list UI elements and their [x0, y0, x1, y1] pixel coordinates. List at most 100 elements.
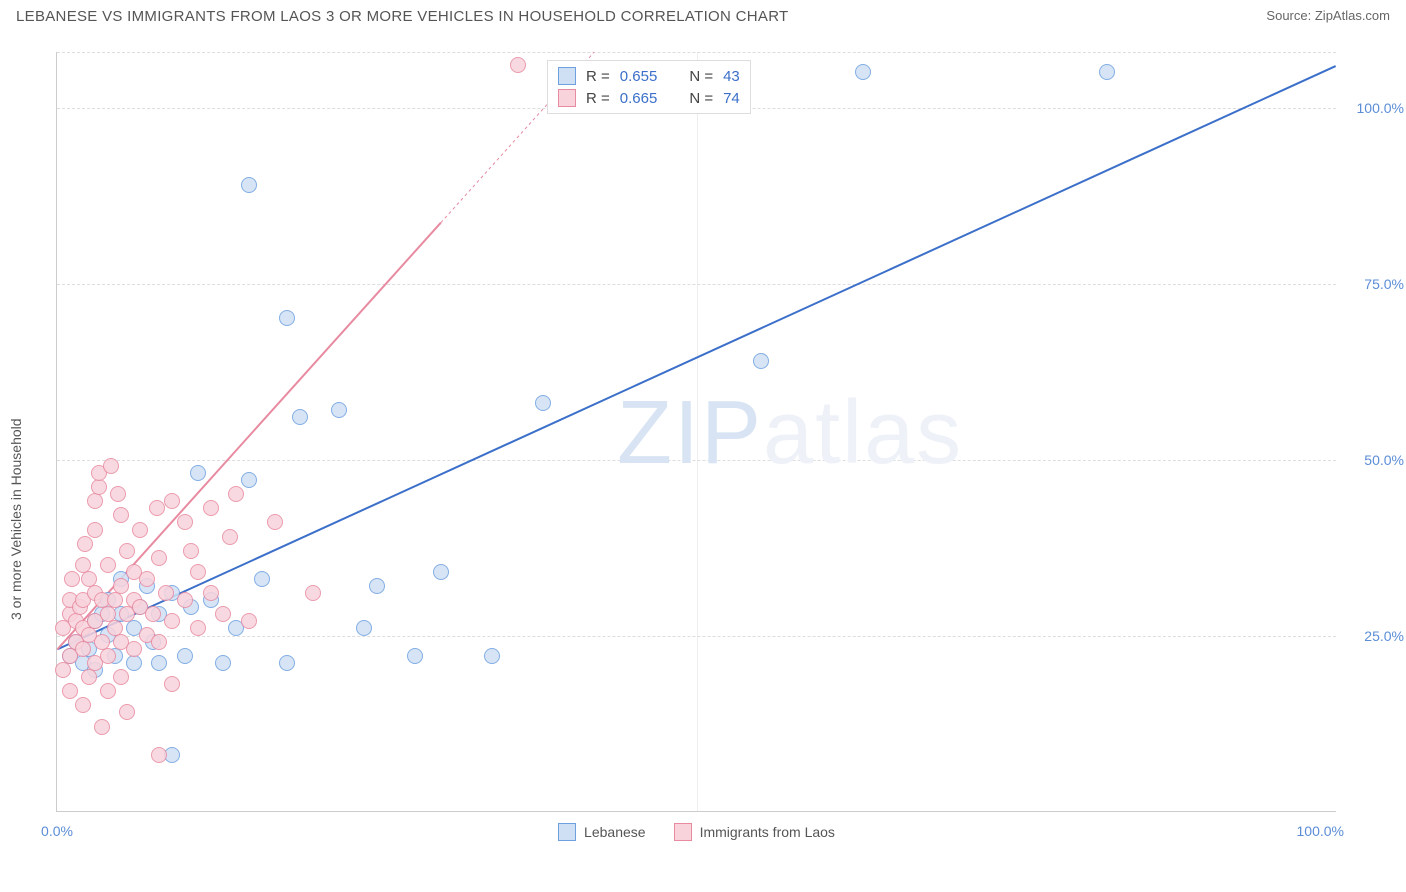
data-point — [177, 648, 193, 664]
data-point — [356, 620, 372, 636]
data-point — [158, 585, 174, 601]
legend-swatch — [558, 89, 576, 107]
data-point — [164, 676, 180, 692]
legend-r-value: 0.665 — [620, 90, 658, 107]
chart-plot-area: ZIPatlas R =0.655N =43R =0.665N =74 Leba… — [56, 52, 1336, 812]
legend-row: R = 0.665 N = 74 — [558, 87, 740, 109]
legend-r-label: R = — [586, 68, 610, 85]
data-point — [369, 578, 385, 594]
data-point — [151, 747, 167, 763]
data-point — [87, 522, 103, 538]
data-point — [164, 493, 180, 509]
data-point — [535, 395, 551, 411]
chart-title: LEBANESE VS IMMIGRANTS FROM LAOS 3 OR MO… — [16, 8, 789, 25]
legend-n-label: N = — [689, 68, 713, 85]
legend-item: Lebanese — [558, 823, 646, 841]
data-point — [305, 585, 321, 601]
data-point — [151, 550, 167, 566]
data-point — [164, 613, 180, 629]
data-point — [484, 648, 500, 664]
series-legend: Lebanese Immigrants from Laos — [57, 823, 1336, 841]
data-point — [91, 479, 107, 495]
data-point — [215, 606, 231, 622]
data-point — [113, 669, 129, 685]
legend-swatch — [558, 823, 576, 841]
data-point — [433, 564, 449, 580]
legend-item: Immigrants from Laos — [674, 823, 835, 841]
y-tick-label: 100.0% — [1357, 100, 1404, 116]
data-point — [77, 536, 93, 552]
data-point — [110, 486, 126, 502]
data-point — [145, 606, 161, 622]
data-point — [228, 486, 244, 502]
data-point — [190, 620, 206, 636]
data-point — [139, 571, 155, 587]
data-point — [753, 353, 769, 369]
data-point — [62, 683, 78, 699]
data-point — [75, 697, 91, 713]
data-point — [190, 465, 206, 481]
data-point — [107, 592, 123, 608]
data-point — [75, 641, 91, 657]
data-point — [254, 571, 270, 587]
data-point — [855, 64, 871, 80]
data-point — [279, 655, 295, 671]
data-point — [267, 514, 283, 530]
legend-label: Immigrants from Laos — [700, 824, 835, 840]
data-point — [151, 655, 167, 671]
data-point — [292, 409, 308, 425]
y-tick-label: 25.0% — [1364, 628, 1404, 644]
data-point — [407, 648, 423, 664]
data-point — [183, 543, 199, 559]
correlation-legend: R = 0.655 N = 43 R = 0.665 N = 74 — [547, 60, 751, 114]
data-point — [510, 57, 526, 73]
data-point — [100, 648, 116, 664]
data-point — [190, 564, 206, 580]
data-point — [64, 571, 80, 587]
x-tick-label: 0.0% — [41, 823, 73, 839]
data-point — [177, 592, 193, 608]
legend-n-value: 74 — [723, 90, 740, 107]
data-point — [113, 578, 129, 594]
data-point — [279, 310, 295, 326]
data-point — [94, 719, 110, 735]
data-point — [100, 557, 116, 573]
data-point — [215, 655, 231, 671]
source-attribution: Source: ZipAtlas.com — [1266, 8, 1390, 23]
legend-r-value: 0.655 — [620, 68, 658, 85]
data-point — [203, 500, 219, 516]
data-point — [241, 613, 257, 629]
data-point — [126, 641, 142, 657]
data-point — [126, 655, 142, 671]
data-point — [241, 177, 257, 193]
legend-row: R = 0.655 N = 43 — [558, 65, 740, 87]
y-axis-label: 3 or more Vehicles in Household — [8, 418, 24, 620]
y-tick-label: 50.0% — [1364, 452, 1404, 468]
data-point — [151, 634, 167, 650]
data-point — [87, 493, 103, 509]
data-point — [222, 529, 238, 545]
data-point — [119, 543, 135, 559]
data-point — [113, 507, 129, 523]
legend-n-value: 43 — [723, 68, 740, 85]
data-point — [55, 662, 71, 678]
data-point — [100, 683, 116, 699]
trend-lines-layer — [57, 52, 1336, 811]
data-point — [103, 458, 119, 474]
y-tick-label: 75.0% — [1364, 276, 1404, 292]
data-point — [331, 402, 347, 418]
data-point — [119, 704, 135, 720]
data-point — [1099, 64, 1115, 80]
legend-n-label: N = — [689, 90, 713, 107]
data-point — [203, 585, 219, 601]
data-point — [149, 500, 165, 516]
legend-swatch — [558, 67, 576, 85]
x-tick-label: 100.0% — [1297, 823, 1344, 839]
data-point — [132, 522, 148, 538]
data-point — [241, 472, 257, 488]
legend-r-label: R = — [586, 90, 610, 107]
data-point — [81, 669, 97, 685]
legend-swatch — [674, 823, 692, 841]
legend-label: Lebanese — [584, 824, 646, 840]
data-point — [177, 514, 193, 530]
